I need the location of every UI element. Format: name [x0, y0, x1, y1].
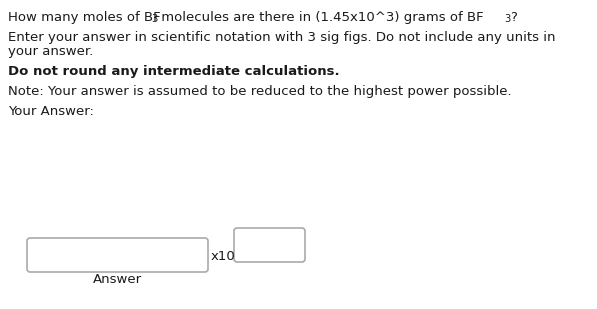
Text: Answer: Answer — [93, 273, 142, 286]
Text: Do not round any intermediate calculations.: Do not round any intermediate calculatio… — [8, 65, 340, 78]
Text: ?: ? — [510, 11, 517, 24]
Text: Note: Your answer is assumed to be reduced to the highest power possible.: Note: Your answer is assumed to be reduc… — [8, 85, 512, 98]
Text: 3: 3 — [504, 14, 510, 24]
Text: Enter your answer in scientific notation with 3 sig figs. Do not include any uni: Enter your answer in scientific notation… — [8, 31, 555, 44]
Text: your answer.: your answer. — [8, 45, 93, 58]
Text: How many moles of BF: How many moles of BF — [8, 11, 161, 24]
Text: 3: 3 — [151, 14, 157, 24]
FancyBboxPatch shape — [27, 238, 208, 272]
Text: Your Answer:: Your Answer: — [8, 105, 94, 118]
FancyBboxPatch shape — [234, 228, 305, 262]
Text: x10: x10 — [211, 250, 236, 263]
Text: molecules are there in (1.45x10^3) grams of BF: molecules are there in (1.45x10^3) grams… — [157, 11, 484, 24]
